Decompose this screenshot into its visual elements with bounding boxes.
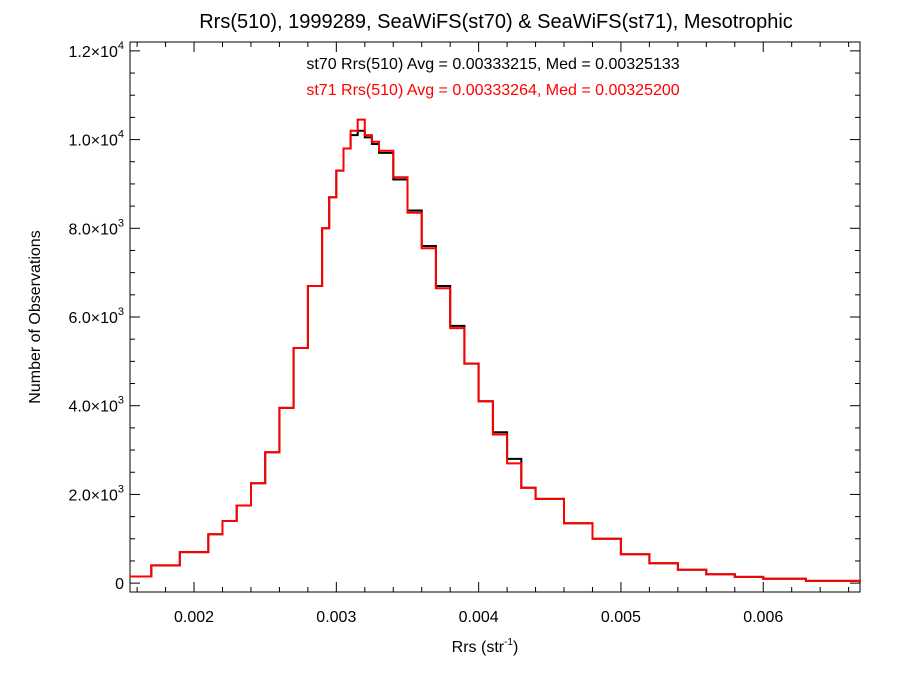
y-tick-label: 8.0×103 xyxy=(68,217,124,238)
chart-title: Rrs(510), 1999289, SeaWiFS(st70) & SeaWi… xyxy=(199,11,793,33)
legend-st71: st71 Rrs(510) Avg = 0.00333264, Med = 0.… xyxy=(306,82,679,99)
x-tick-label: 0.002 xyxy=(174,609,214,626)
series-line-st70 xyxy=(130,129,861,583)
x-tick-label: 0.003 xyxy=(316,609,356,626)
series-layer xyxy=(130,118,861,583)
legend-st70: st70 Rrs(510) Avg = 0.00333215, Med = 0.… xyxy=(306,56,679,73)
x-axis-label-suffix: ) xyxy=(513,639,518,656)
y-axis-label: Number of Observations xyxy=(27,230,44,403)
y-tick-label: 6.0×103 xyxy=(68,306,124,327)
plot-frame xyxy=(129,41,861,593)
y-tick-label: 1.2×104 xyxy=(68,40,124,61)
y-tick-label: 0 xyxy=(115,576,124,593)
y-tick-label: 1.0×104 xyxy=(68,129,124,150)
x-axis-label-main: Rrs (str xyxy=(452,639,505,656)
x-axis-label: Rrs (str-1) xyxy=(452,637,519,656)
y-tick-label: 2.0×103 xyxy=(68,483,124,504)
x-tick-label: 0.006 xyxy=(743,609,783,626)
x-axis-label-superscript: -1 xyxy=(504,637,513,648)
y-tick-label: 4.0×103 xyxy=(68,395,124,416)
x-tick-label: 0.004 xyxy=(459,609,499,626)
x-tick-label: 0.005 xyxy=(601,609,641,626)
series-line-st71 xyxy=(130,118,861,583)
y-axis: 0 2.0×103 4.0×103 6.0×103 8.0×103 1.0×104 1.2×… xyxy=(68,40,860,593)
x-axis: 0.002 0.003 0.004 0.005 0.006 xyxy=(136,42,850,626)
